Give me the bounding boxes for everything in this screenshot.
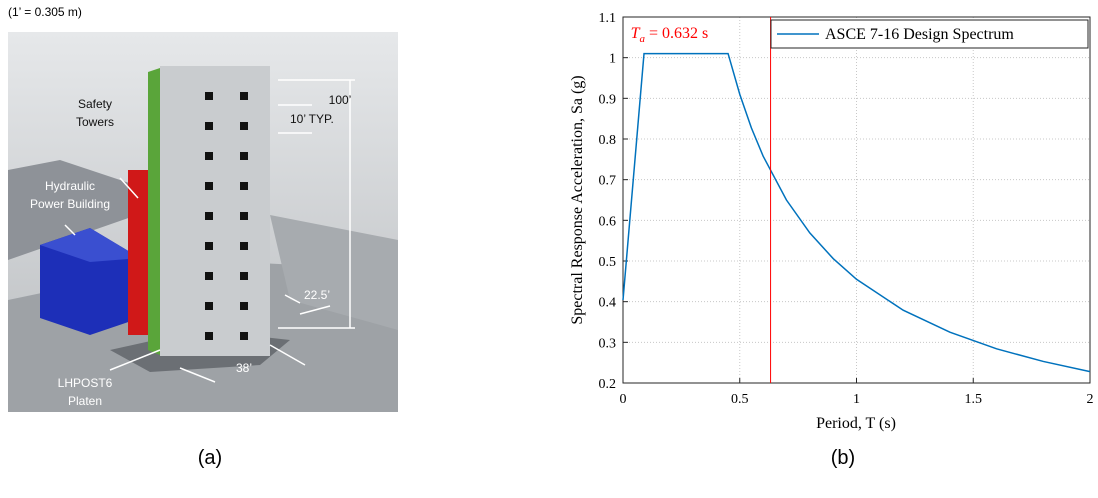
- annotation-subscript: a: [639, 33, 645, 45]
- panel-a: (1’ = 0.305 m): [8, 5, 398, 469]
- chart: Period, T (s) Spectral Response Accelera…: [569, 11, 1094, 432]
- y-tick-label: 0.7: [599, 174, 617, 189]
- annotation-symbol: T: [631, 25, 641, 42]
- legend-box: [770, 19, 1089, 49]
- x-tick-label: 0.5: [731, 392, 749, 407]
- annotation: 38’: [236, 361, 252, 375]
- y-tick-label: 0.9: [599, 92, 617, 107]
- safety-tower: [128, 170, 150, 335]
- annotation: Platen: [68, 394, 102, 408]
- panel-label: (b): [831, 447, 855, 469]
- annotation: Power Building: [30, 197, 110, 211]
- y-tick-label: 1.1: [599, 11, 617, 26]
- y-tick-label: 0.4: [599, 296, 617, 311]
- x-tick-label: 2: [1087, 392, 1094, 407]
- annotation-text: = 0.632 s: [645, 25, 708, 42]
- annotation: Hydraulic: [45, 179, 95, 193]
- y-tick-label: 0.3: [599, 336, 617, 351]
- annotation: 22.5’: [304, 288, 330, 302]
- hydraulic-roof: [40, 228, 140, 262]
- annotation: LHPOST6: [58, 376, 113, 390]
- windows: [205, 92, 248, 340]
- x-axis-label: Period, T (s): [816, 415, 896, 432]
- y-tick-label: 0.6: [599, 214, 617, 229]
- annotation: 100’: [329, 93, 352, 107]
- dimension-lines: [64, 79, 355, 383]
- y-tick-label: 0.2: [599, 377, 617, 392]
- building-front: [160, 66, 270, 356]
- scale-note: (1’ = 0.305 m): [8, 5, 82, 19]
- y-tick-label: 0.8: [599, 133, 617, 148]
- building-side: [148, 68, 160, 355]
- annotation: 10’ TYP.: [290, 112, 334, 126]
- period-annotation: Ta = 0.632 s: [631, 25, 709, 45]
- y-axis-label: Spectral Response Acceleration, Sa (g): [569, 75, 586, 324]
- annotation: Safety: [78, 97, 112, 111]
- platform: [270, 215, 398, 330]
- legend-label: ASCE 7-16 Design Spectrum: [825, 26, 1014, 43]
- roof-plane: [8, 160, 180, 260]
- annotation: Towers: [76, 115, 114, 129]
- y-tick-label: 0.5: [599, 255, 617, 270]
- spectrum-line: [622, 52, 1091, 373]
- x-tick-label: 0: [620, 392, 627, 407]
- x-tick-label: 1: [853, 392, 860, 407]
- panel-label: (a): [198, 447, 222, 469]
- plot-frame: [622, 16, 1091, 384]
- x-tick-label: 1.5: [965, 392, 983, 407]
- y-tick-label: 1: [609, 52, 616, 67]
